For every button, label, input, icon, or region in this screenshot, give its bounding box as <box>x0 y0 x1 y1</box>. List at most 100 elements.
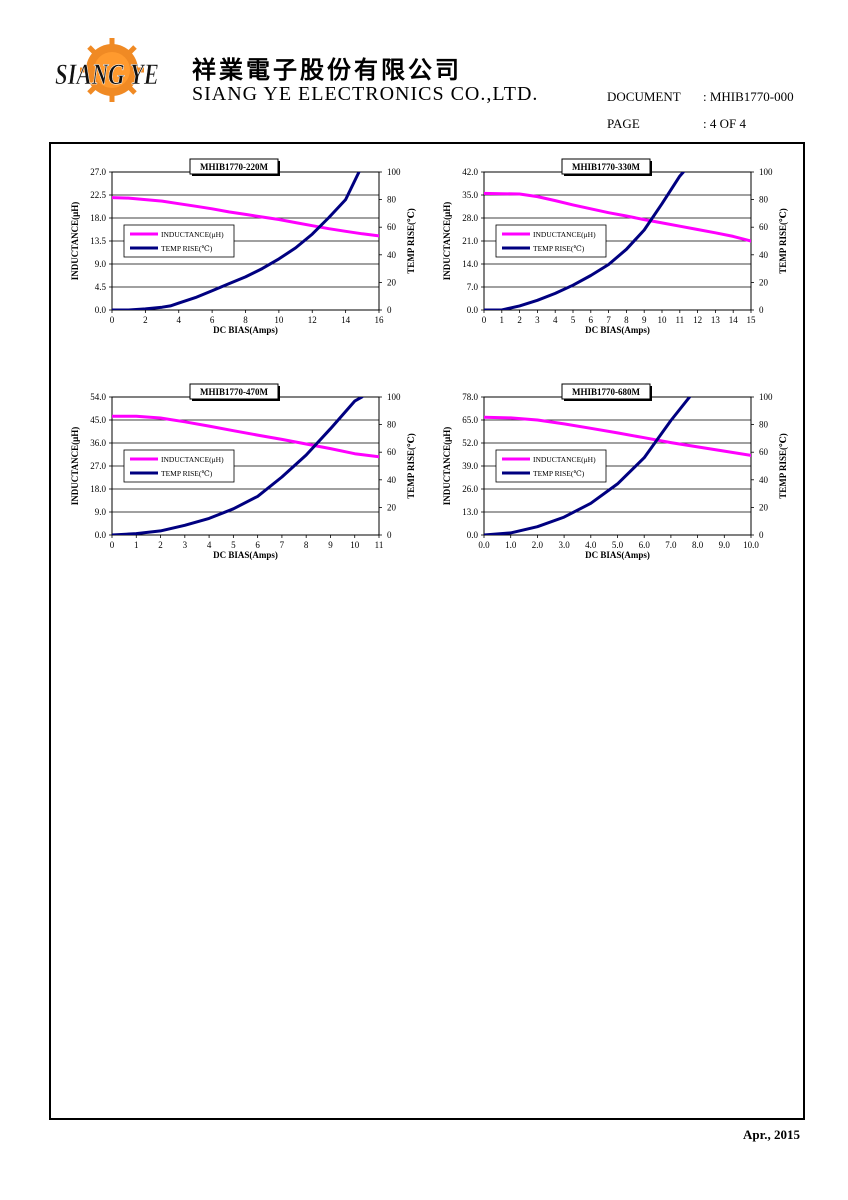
x-axis-label: DC BIAS(Amps) <box>585 325 650 335</box>
legend-label: INDUCTANCE(μH) <box>533 455 596 464</box>
y-tick-label: 27.0 <box>90 461 106 471</box>
legend-label: TEMP RISE(℃) <box>533 469 585 478</box>
y-tick-label: 4.5 <box>95 282 107 292</box>
y-tick-label: 54.0 <box>90 392 106 402</box>
title-box <box>189 383 279 400</box>
legend-label: INDUCTANCE(μH) <box>161 230 224 239</box>
x-tick-label: 2 <box>517 315 522 325</box>
y-tick-label: 27.0 <box>90 167 106 177</box>
chart-title: MHIB1770-680M <box>572 387 640 397</box>
legend <box>495 224 607 258</box>
x-tick-label: 0 <box>482 315 487 325</box>
y-tick-label: 52.0 <box>462 438 478 448</box>
y-axis-label: INDUCTANCE(μH) <box>442 427 452 505</box>
legend-label: TEMP RISE(℃) <box>161 244 213 253</box>
y2-tick-label: 100 <box>759 167 773 177</box>
x-tick-label: 0.0 <box>478 540 490 550</box>
x-tick-label: 10.0 <box>743 540 759 550</box>
x-tick-label: 12 <box>693 315 702 325</box>
y2-tick-label: 20 <box>387 502 397 512</box>
legend-label: TEMP RISE(℃) <box>161 469 213 478</box>
svg-text:SIANG YE: SIANG YE <box>55 58 159 91</box>
inductance-line <box>484 191 751 243</box>
company-name-english: SIANG YE ELECTRONICS CO.,LTD. <box>192 83 539 105</box>
y2-tick-label: 60 <box>387 222 397 232</box>
y2-tick-label: 80 <box>387 420 397 430</box>
document-value: : MHIB1770-000 <box>703 89 794 104</box>
y2-axis-label: TEMP RISE(℃) <box>406 433 416 499</box>
title-box <box>189 158 279 175</box>
y-tick-label: 42.0 <box>462 167 478 177</box>
title-box <box>561 158 651 175</box>
y2-tick-label: 40 <box>759 250 769 260</box>
y2-tick-label: 60 <box>759 222 769 232</box>
x-tick-label: 5 <box>571 315 576 325</box>
x-tick-label: 2 <box>143 315 148 325</box>
y-tick-label: 35.0 <box>462 190 478 200</box>
temp-rise-line <box>112 397 364 535</box>
x-tick-label: 9 <box>642 315 647 325</box>
x-tick-label: 16 <box>375 315 385 325</box>
x-tick-label: 2.0 <box>532 540 544 550</box>
x-tick-label: 12 <box>308 315 317 325</box>
y-tick-label: 0.0 <box>467 530 479 540</box>
y2-axis-label: TEMP RISE(℃) <box>406 208 416 274</box>
legend-label: TEMP RISE(℃) <box>533 244 585 253</box>
legend-label: INDUCTANCE(μH) <box>161 455 224 464</box>
y-tick-label: 13.0 <box>462 507 478 517</box>
x-tick-label: 4.0 <box>585 540 597 550</box>
y-tick-label: 28.0 <box>462 213 478 223</box>
y2-tick-label: 20 <box>759 277 769 287</box>
x-tick-label: 7.0 <box>665 540 677 550</box>
content-frame <box>49 142 805 1120</box>
x-tick-label: 1.0 <box>505 540 517 550</box>
y2-tick-label: 80 <box>759 195 769 205</box>
x-tick-label: 11 <box>375 540 384 550</box>
y2-tick-label: 100 <box>759 392 773 402</box>
y2-tick-label: 40 <box>387 250 397 260</box>
temp-rise-line <box>484 397 692 535</box>
y-tick-label: 14.0 <box>462 259 478 269</box>
x-axis-label: DC BIAS(Amps) <box>213 325 278 335</box>
x-tick-label: 3.0 <box>558 540 570 550</box>
x-tick-label: 0 <box>110 315 115 325</box>
x-tick-label: 5.0 <box>612 540 624 550</box>
company-name-chinese: 祥業電子股份有限公司 <box>192 56 462 84</box>
y-tick-label: 39.0 <box>462 461 478 471</box>
x-tick-label: 10 <box>658 315 668 325</box>
title-box <box>561 383 651 400</box>
chart-title: MHIB1770-330M <box>572 162 640 172</box>
x-tick-label: 15 <box>747 315 757 325</box>
y-tick-label: 0.0 <box>95 530 107 540</box>
y2-tick-label: 60 <box>387 447 397 457</box>
y2-tick-label: 0 <box>387 530 392 540</box>
y-tick-label: 65.0 <box>462 415 478 425</box>
x-tick-label: 8 <box>304 540 309 550</box>
y2-tick-label: 100 <box>387 167 401 177</box>
x-tick-label: 14 <box>341 315 351 325</box>
chart-title: MHIB1770-470M <box>200 387 268 397</box>
chart-title: MHIB1770-220M <box>200 162 268 172</box>
chart-mhib1770-680m: 0.0 13.0 26.0 39.0 52.0 65.0 78.0 0 20 40 60 80 100 0… <box>442 383 788 560</box>
x-tick-label: 8 <box>624 315 629 325</box>
x-tick-label: 1 <box>500 315 505 325</box>
x-tick-label: 11 <box>675 315 684 325</box>
y-tick-label: 45.0 <box>90 415 106 425</box>
x-tick-label: 0 <box>110 540 115 550</box>
y2-tick-label: 80 <box>387 195 397 205</box>
y-axis-label: INDUCTANCE(μH) <box>70 427 80 505</box>
x-tick-label: 2 <box>158 540 163 550</box>
x-tick-label: 14 <box>729 315 739 325</box>
x-tick-label: 7 <box>606 315 611 325</box>
x-tick-label: 6 <box>255 540 260 550</box>
y-tick-label: 21.0 <box>462 236 478 246</box>
y2-tick-label: 20 <box>387 277 397 287</box>
y2-tick-label: 100 <box>387 392 401 402</box>
legend-label: INDUCTANCE(μH) <box>533 230 596 239</box>
y-tick-label: 18.0 <box>90 484 106 494</box>
temp-rise-line <box>112 172 361 310</box>
x-tick-label: 10 <box>274 315 284 325</box>
siang-ye-logo: SIANG YE <box>55 38 159 102</box>
y-tick-label: 9.0 <box>95 259 107 269</box>
